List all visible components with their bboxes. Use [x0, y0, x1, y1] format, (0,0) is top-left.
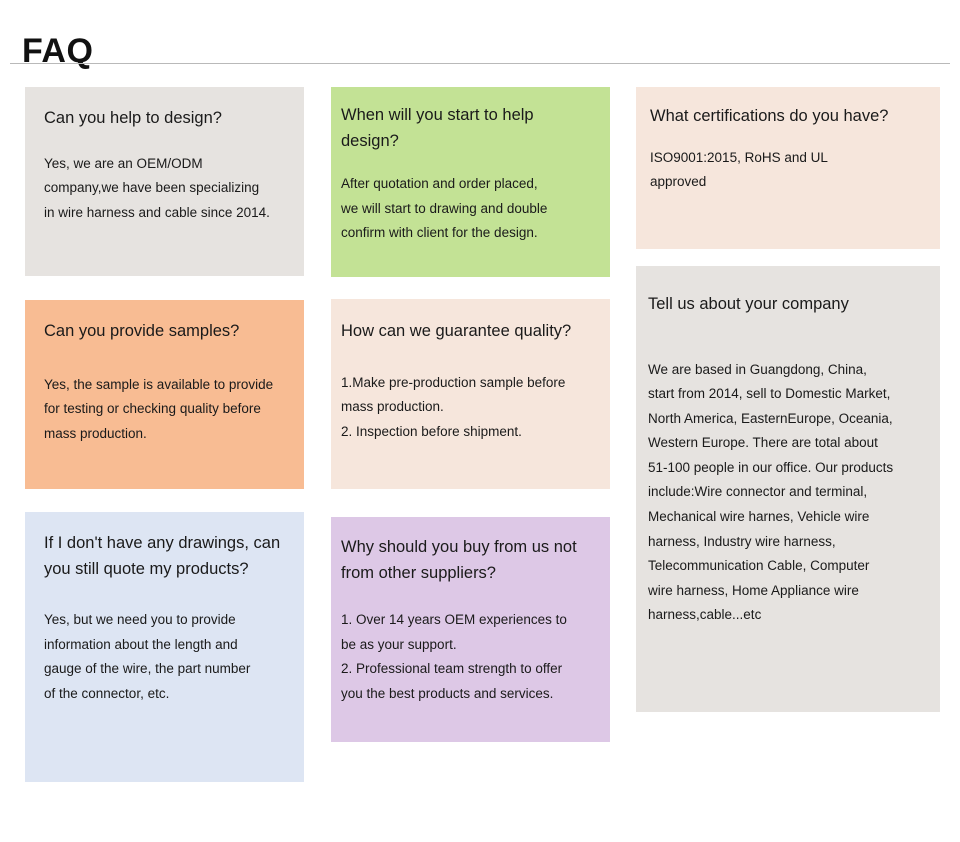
faq-question: Why should you buy from us not from othe…	[341, 538, 577, 582]
faq-card-company: Tell us about your company We are based …	[636, 266, 940, 712]
faq-question: When will you start to help design?	[341, 106, 534, 150]
faq-card-samples: Can you provide samples? Yes, the sample…	[25, 300, 304, 489]
faq-answer: After quotation and order placed, we wil…	[341, 176, 548, 241]
faq-question: How can we guarantee quality?	[341, 322, 572, 340]
faq-answer: We are based in Guangdong, China, start …	[648, 361, 894, 623]
title-divider	[10, 63, 950, 64]
faq-card-certifications: What certifications do you have? ISO9001…	[636, 87, 940, 249]
faq-question: Can you provide samples?	[44, 322, 240, 340]
faq-question: What certifications do you have?	[650, 107, 889, 125]
faq-card-start-design: When will you start to help design? Afte…	[331, 87, 610, 277]
faq-card-design: Can you help to design? Yes, we are an O…	[25, 87, 304, 276]
faq-card-drawings: If I don't have any drawings, can you st…	[25, 512, 304, 782]
faq-answer: 1. Over 14 years OEM experiences to be a…	[341, 612, 567, 701]
faq-answer: Yes, but we need you to provide informat…	[44, 612, 251, 701]
faq-question: Tell us about your company	[648, 295, 849, 313]
faq-card-why-us: Why should you buy from us not from othe…	[331, 517, 610, 742]
faq-answer: Yes, the sample is available to provide …	[44, 376, 274, 441]
faq-card-quality: How can we guarantee quality? 1.Make pre…	[331, 299, 610, 489]
faq-answer: 1.Make pre-production sample before mass…	[341, 374, 566, 439]
faq-answer: ISO9001:2015, RoHS and UL approved	[650, 149, 828, 190]
faq-answer: Yes, we are an OEM/ODM company,we have b…	[44, 155, 270, 220]
faq-question: Can you help to design?	[44, 109, 222, 127]
faq-question: If I don't have any drawings, can you st…	[44, 534, 281, 578]
page-title: FAQ	[22, 31, 94, 70]
